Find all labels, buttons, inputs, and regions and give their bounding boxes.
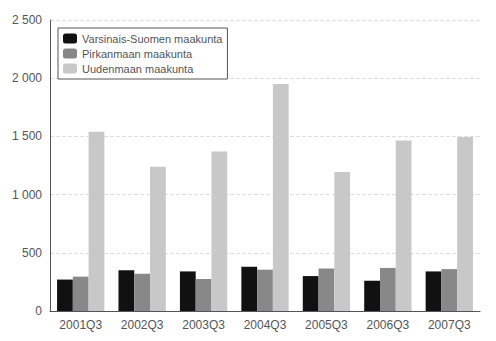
svg-text:2006Q3: 2006Q3: [367, 318, 410, 332]
svg-text:2 500: 2 500: [12, 13, 42, 27]
svg-text:2005Q3: 2005Q3: [305, 318, 348, 332]
svg-text:2002Q3: 2002Q3: [121, 318, 164, 332]
svg-text:Pirkanmaan maakunta: Pirkanmaan maakunta: [82, 48, 193, 60]
svg-text:500: 500: [22, 246, 42, 260]
svg-text:2004Q3: 2004Q3: [244, 318, 287, 332]
svg-text:0: 0: [35, 304, 42, 318]
svg-text:2001Q3: 2001Q3: [59, 318, 102, 332]
svg-text:1 000: 1 000: [12, 188, 42, 202]
svg-text:2007Q3: 2007Q3: [428, 318, 471, 332]
svg-text:Varsinais-Suomen maakunta: Varsinais-Suomen maakunta: [82, 33, 223, 45]
svg-text:2003Q3: 2003Q3: [182, 318, 225, 332]
svg-text:Uudenmaan maakunta: Uudenmaan maakunta: [82, 63, 194, 75]
svg-text:1 500: 1 500: [12, 129, 42, 143]
svg-text:2 000: 2 000: [12, 71, 42, 85]
